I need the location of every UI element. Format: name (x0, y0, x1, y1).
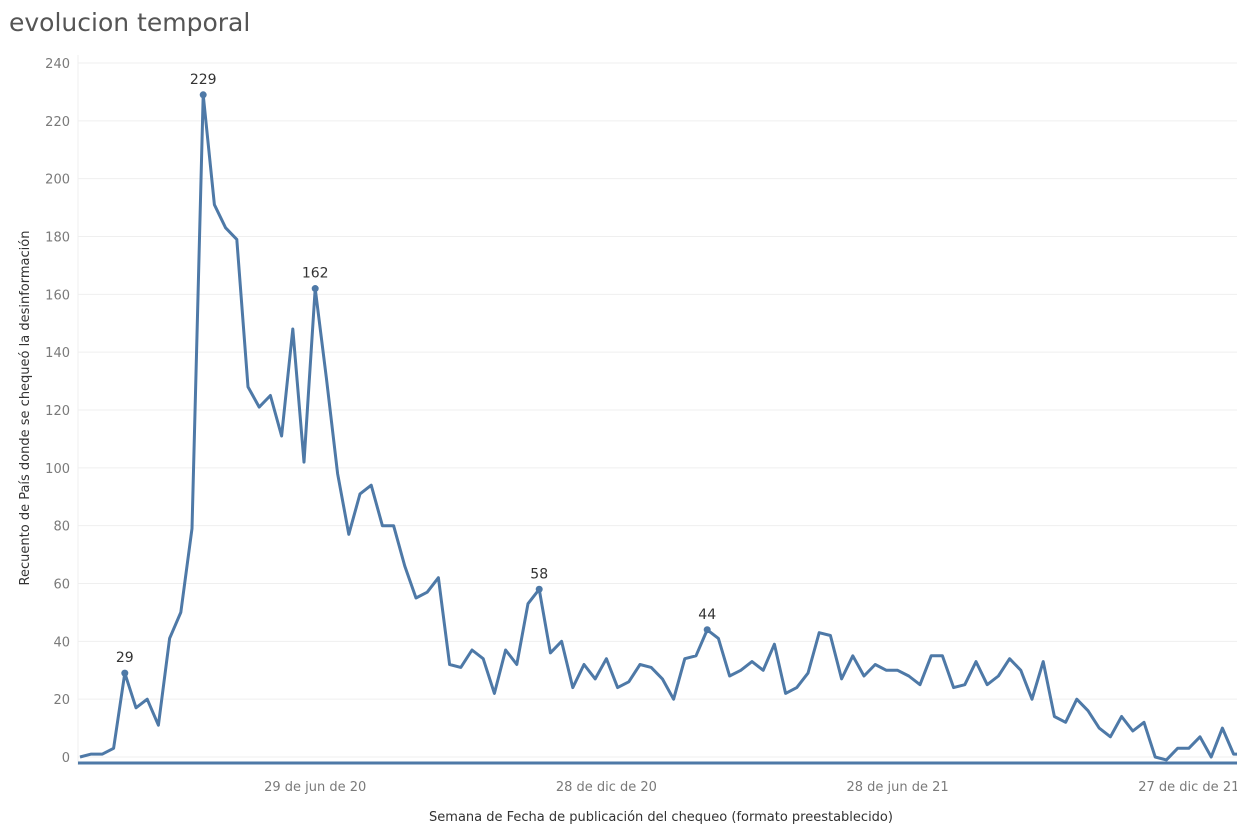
y-tick-label: 120 (45, 404, 70, 419)
y-tick-label: 160 (45, 288, 70, 303)
y-tick-label: 40 (53, 635, 70, 650)
highlighted-points: 29 229 162 58 44 (116, 72, 716, 677)
data-label: 44 (698, 607, 716, 623)
y-tick-label: 140 (45, 346, 70, 361)
y-tick-label: 60 (53, 578, 70, 593)
series-line (79, 93, 1237, 762)
data-label: 58 (530, 566, 548, 582)
y-tick-label: 220 (45, 115, 70, 130)
gridlines (77, 55, 1237, 765)
x-tick-label: 28 de dic de 20 (556, 780, 657, 795)
y-axis-ticks: 0 20 40 60 80 100 120 140 160 180 200 220 240 (45, 57, 70, 766)
y-tick-label: 80 (53, 520, 70, 535)
data-label: 29 (116, 650, 134, 666)
y-tick-label: 200 (45, 173, 70, 188)
y-tick-label: 240 (45, 57, 70, 72)
data-label: 162 (302, 266, 329, 282)
y-axis-title: Recuento de País donde se chequeó la des… (18, 231, 33, 586)
y-tick-label: 100 (45, 462, 70, 477)
data-label: 229 (190, 72, 217, 88)
chart-title: evolucion temporal (9, 8, 251, 37)
x-axis-ticks: 29 de jun de 20 28 de dic de 20 28 de jun … (264, 780, 1237, 795)
data-point (535, 585, 543, 593)
x-tick-label: 28 de jun de 21 (846, 780, 948, 795)
x-tick-label: 29 de jun de 20 (264, 780, 366, 795)
data-point (703, 626, 711, 634)
y-tick-label: 20 (53, 693, 70, 708)
data-point (121, 669, 129, 677)
y-tick-label: 0 (62, 751, 70, 766)
y-tick-label: 180 (45, 231, 70, 246)
data-point (311, 285, 319, 293)
x-tick-label: 27 de dic de 21 (1138, 780, 1237, 795)
x-axis-title: Semana de Fecha de publicación del chequ… (429, 810, 893, 825)
data-point (199, 91, 207, 99)
